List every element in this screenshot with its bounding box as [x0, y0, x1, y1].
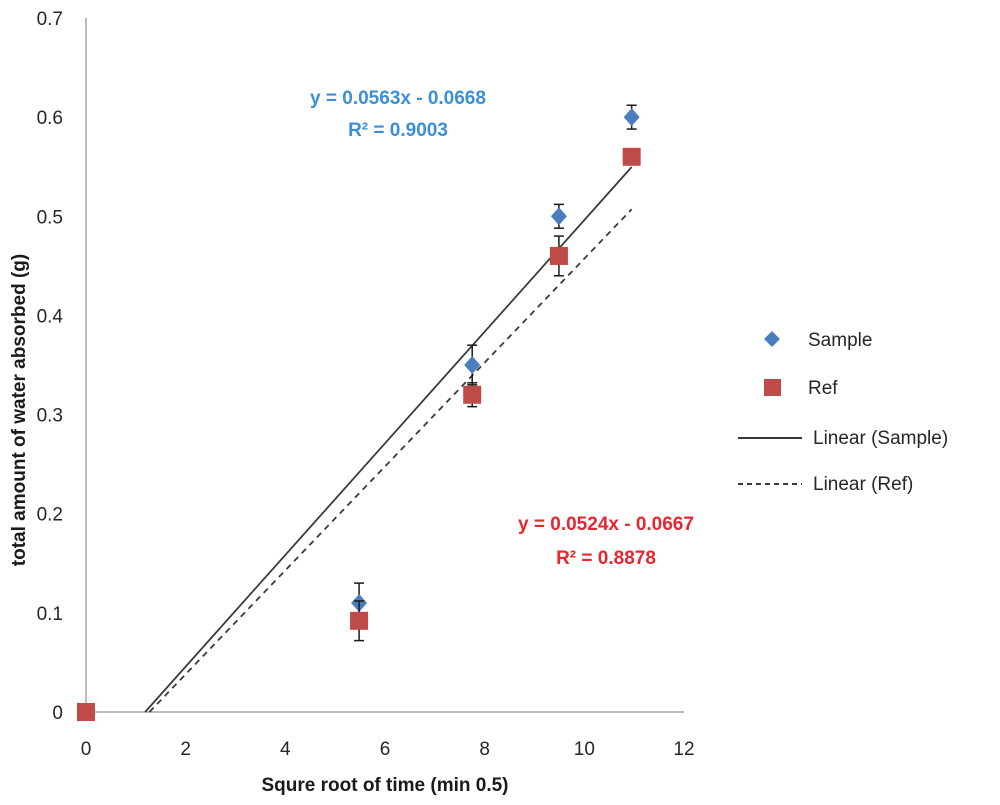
legend-linear-ref-label: Linear (Ref) — [813, 474, 913, 495]
y-tick-label: 0.6 — [37, 108, 63, 129]
legend-sample-marker — [764, 331, 780, 347]
sample-equation: y = 0.0563x - 0.0668 — [310, 88, 486, 109]
x-tick-label: 4 — [280, 739, 291, 760]
y-tick-label: 0.2 — [37, 505, 63, 526]
ref-point — [77, 703, 95, 721]
tick-labels: 0 2 4 6 8 10 12 0 0.1 0.2 0.3 0.4 0.5 0.6 0.7 — [37, 9, 695, 760]
legend-sample-label: Sample — [808, 330, 872, 351]
ref-r2: R² = 0.8878 — [556, 548, 656, 569]
legend-ref-label: Ref — [808, 378, 838, 399]
y-tick-label: 0.4 — [37, 306, 64, 327]
sample-r2: R² = 0.9003 — [348, 120, 448, 141]
sample-point — [464, 356, 481, 374]
trendline-ref — [148, 208, 633, 713]
y-tick-label: 0.1 — [37, 604, 63, 625]
x-axis-title: Squre root of time (min 0.5) — [261, 775, 508, 796]
legend: Sample Ref Linear (Sample) Linear (Ref) — [738, 330, 948, 495]
y-tick-label: 0.3 — [37, 406, 63, 427]
sample-point — [623, 108, 640, 127]
ref-point — [622, 147, 641, 166]
x-tick-label: 10 — [574, 739, 595, 760]
x-tick-label: 12 — [673, 739, 694, 760]
y-tick-label: 0 — [52, 703, 63, 724]
y-tick-label: 0.5 — [37, 207, 63, 228]
ref-point — [350, 611, 369, 630]
y-axis-title: total amount of water absorbed (g) — [9, 254, 30, 566]
x-tick-label: 2 — [180, 739, 191, 760]
data-points — [77, 104, 641, 721]
x-tick-label: 0 — [81, 739, 92, 760]
x-tick-label: 8 — [479, 739, 490, 760]
axes — [85, 18, 684, 713]
legend-linear-sample-label: Linear (Sample) — [813, 428, 948, 449]
ref-point — [463, 385, 482, 404]
ref-equation: y = 0.0524x - 0.0667 — [518, 514, 694, 535]
sample-point — [550, 207, 567, 226]
legend-ref-marker — [764, 379, 781, 396]
x-tick-label: 6 — [380, 739, 391, 760]
ref-point — [549, 246, 568, 265]
y-tick-label: 0.7 — [37, 9, 63, 30]
